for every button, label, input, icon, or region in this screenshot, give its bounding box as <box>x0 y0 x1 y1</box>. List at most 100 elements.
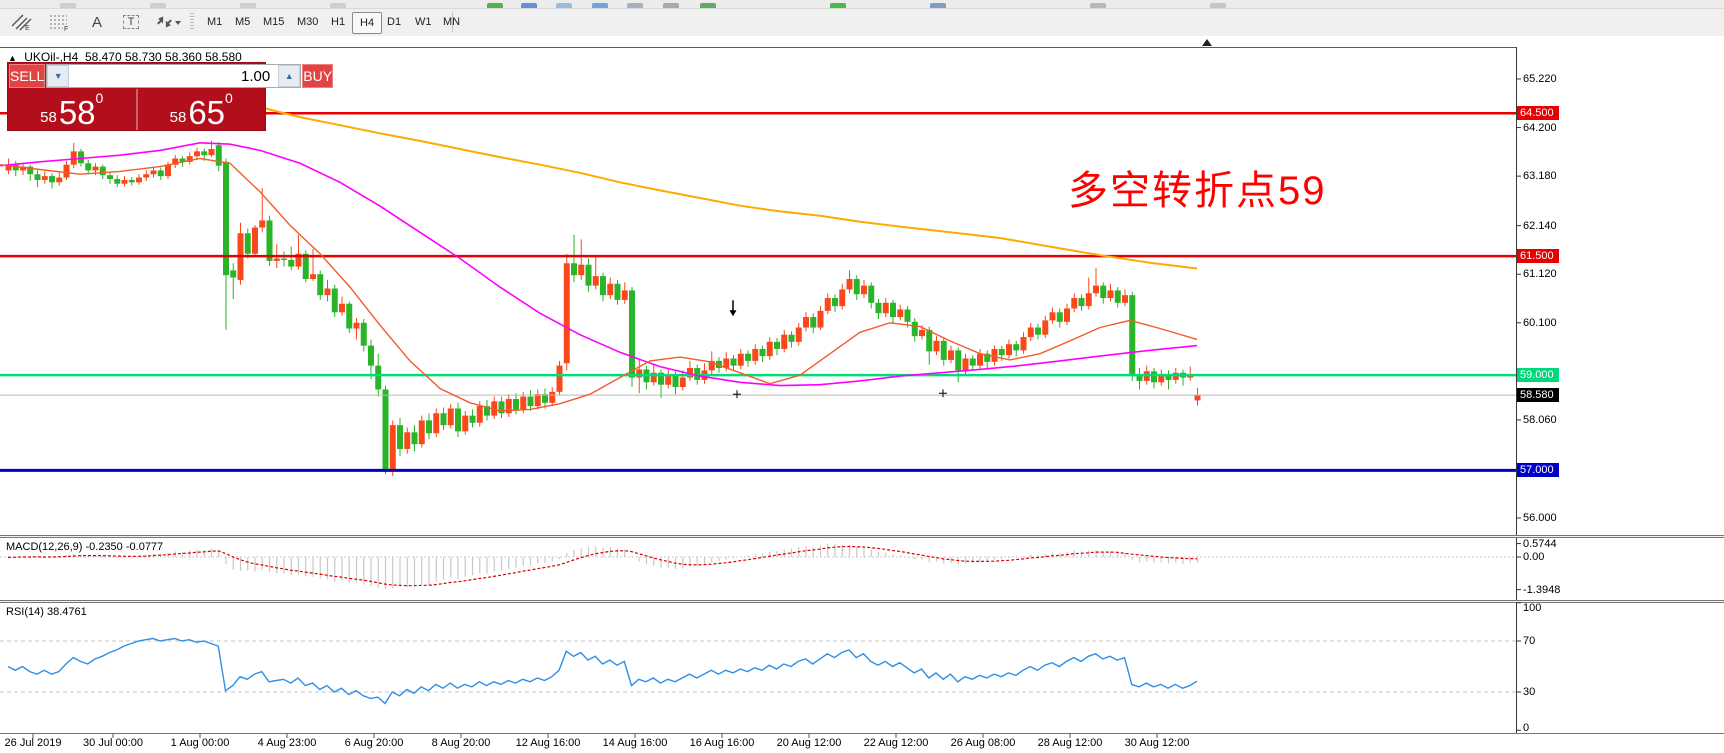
price-tick: 63.180 <box>1523 170 1557 183</box>
volume-decrease-button[interactable]: ▼ <box>47 65 70 87</box>
buy-price-prefix: 58 <box>169 109 187 126</box>
toolbar-button-partial[interactable] <box>592 3 608 8</box>
sell-button[interactable]: SELL <box>9 64 46 88</box>
date-tick-label: 4 Aug 23:00 <box>257 737 317 749</box>
ohlc-low: 58.360 <box>165 50 202 64</box>
toolbar-button-partial[interactable] <box>1090 3 1106 8</box>
date-tick-label: 20 Aug 12:00 <box>776 737 842 749</box>
date-tick-label: 30 Jul 00:00 <box>83 737 143 749</box>
rsi-scale-label: 30 <box>1523 686 1536 698</box>
toolbar-button-partial[interactable] <box>240 3 256 8</box>
buy-price-pip: 0 <box>225 90 233 106</box>
sell-price-main: 58 <box>58 94 96 132</box>
chart-text-annotation[interactable]: 多空转折点59 <box>1068 169 1327 213</box>
price-tick: 60.100 <box>1523 316 1557 329</box>
date-tick-label: 26 Jul 2019 <box>4 737 62 749</box>
price-tick: 62.140 <box>1523 219 1557 232</box>
toolbar-button-partial[interactable] <box>487 3 503 8</box>
ohlc-close: 58.580 <box>205 50 242 64</box>
date-tick-label: 1 Aug 00:00 <box>170 737 230 749</box>
equidistant-channel-icon[interactable]: E <box>8 11 36 33</box>
price-line-label: 58.580 <box>1517 388 1559 403</box>
scroll-marker-icon <box>1202 39 1212 46</box>
time-axis-line <box>0 733 1724 734</box>
price-line-label: 61.500 <box>1517 249 1559 264</box>
volume-input[interactable] <box>69 65 279 87</box>
price-line-label: 57.000 <box>1517 463 1559 478</box>
svg-text:E: E <box>25 25 30 31</box>
timeframe-m15[interactable]: M15 <box>263 16 285 28</box>
macd-scale-label: -1.3948 <box>1523 583 1561 596</box>
text-label-icon[interactable]: T <box>118 11 144 33</box>
svg-text:F: F <box>64 26 68 31</box>
toolbar-separator <box>452 12 453 32</box>
chart-top-border <box>0 47 1516 48</box>
toolbar-button-partial[interactable] <box>627 3 643 8</box>
date-tick-label: 6 Aug 20:00 <box>344 737 404 749</box>
chart-top-margin <box>0 36 1724 47</box>
chart-title: ▲ UKOil-,H4 58.470 58.730 58.360 58.580 <box>8 50 242 64</box>
macd-panel-separator[interactable] <box>0 535 1724 538</box>
price-axis-border <box>1516 47 1517 733</box>
fibonacci-retracement-icon[interactable]: F <box>46 11 74 33</box>
sell-price-pip: 0 <box>95 90 104 106</box>
timeframe-h1[interactable]: H1 <box>331 16 346 28</box>
macd-scale-label: 0.00 <box>1523 551 1545 563</box>
volume-increase-button[interactable]: ▲ <box>278 65 301 87</box>
toolbar-button-partial[interactable] <box>930 3 946 8</box>
macd-scale-label: 0.5744 <box>1523 537 1557 550</box>
rsi-scale-label: 100 <box>1523 602 1542 614</box>
price-tick: 65.220 <box>1523 73 1557 85</box>
rsi-label: RSI(14) 38.4761 <box>6 606 87 618</box>
timeframe-m30[interactable]: M30 <box>297 16 319 28</box>
price-tick: 58.060 <box>1523 413 1557 426</box>
toolbar-button-partial[interactable] <box>556 3 572 8</box>
date-tick-label: 12 Aug 16:00 <box>515 737 581 749</box>
toolbar-button-partial[interactable] <box>830 3 846 8</box>
arrow-tools-icon[interactable] <box>152 11 186 33</box>
toolbar-button-partial[interactable] <box>1210 3 1226 8</box>
timeframe-d1[interactable]: D1 <box>387 16 402 28</box>
ohlc-high: 58.730 <box>125 50 162 64</box>
price-tick: 56.000 <box>1523 512 1557 524</box>
macd-label: MACD(12,26,9) -0.2350 -0.0777 <box>6 541 164 553</box>
timeframe-mn[interactable]: MN <box>436 12 467 32</box>
upper-toolbar-strip <box>0 0 1724 9</box>
toolbar-button-partial[interactable] <box>521 3 537 8</box>
timeframe-w1[interactable]: W1 <box>415 16 432 28</box>
collapse-arrow-icon[interactable]: ▲ <box>8 53 17 63</box>
price-line-label: 64.500 <box>1517 106 1559 121</box>
one-click-trading-panel: SELL ▼ ▲ BUY 58 58 0 58 65 0 <box>8 63 334 130</box>
date-tick-label: 16 Aug 16:00 <box>689 737 755 749</box>
toolbar-button-partial[interactable] <box>330 3 346 8</box>
timeframe-m1[interactable]: M1 <box>207 16 223 28</box>
sell-price-tile[interactable]: 58 58 0 <box>8 89 136 130</box>
toolbar-grip[interactable] <box>190 13 194 31</box>
date-tick-label: 26 Aug 08:00 <box>950 737 1016 749</box>
price-line-label: 59.000 <box>1517 368 1559 383</box>
ohlc-open: 58.470 <box>84 50 122 64</box>
rsi-panel-separator[interactable] <box>0 600 1724 603</box>
date-tick-label: 30 Aug 12:00 <box>1124 737 1190 749</box>
timeframe-m5[interactable]: M5 <box>235 16 251 28</box>
price-tick: 64.200 <box>1523 121 1557 134</box>
text-icon[interactable]: A <box>91 13 102 31</box>
date-tick-label: 22 Aug 12:00 <box>863 737 929 749</box>
toolbar-button-partial[interactable] <box>700 3 716 8</box>
toolbar-button-partial[interactable] <box>150 3 166 8</box>
sell-price-prefix: 58 <box>40 109 57 126</box>
rsi-scale-label: 0 <box>1523 722 1530 734</box>
rsi-scale-label: 70 <box>1523 635 1536 647</box>
toolbar-button-partial[interactable] <box>60 3 76 8</box>
timeframe-h4[interactable]: H4 <box>352 12 383 34</box>
date-tick-label: 28 Aug 12:00 <box>1037 737 1103 749</box>
buy-button[interactable]: BUY <box>302 64 334 88</box>
date-tick-label: 14 Aug 16:00 <box>602 737 668 749</box>
price-tick: 61.120 <box>1523 268 1557 281</box>
symbol-timeframe: UKOil-,H4 <box>24 50 79 64</box>
toolbar-button-partial[interactable] <box>663 3 679 8</box>
buy-price-tile[interactable]: 58 65 0 <box>135 89 266 130</box>
date-tick-label: 8 Aug 20:00 <box>431 737 491 749</box>
